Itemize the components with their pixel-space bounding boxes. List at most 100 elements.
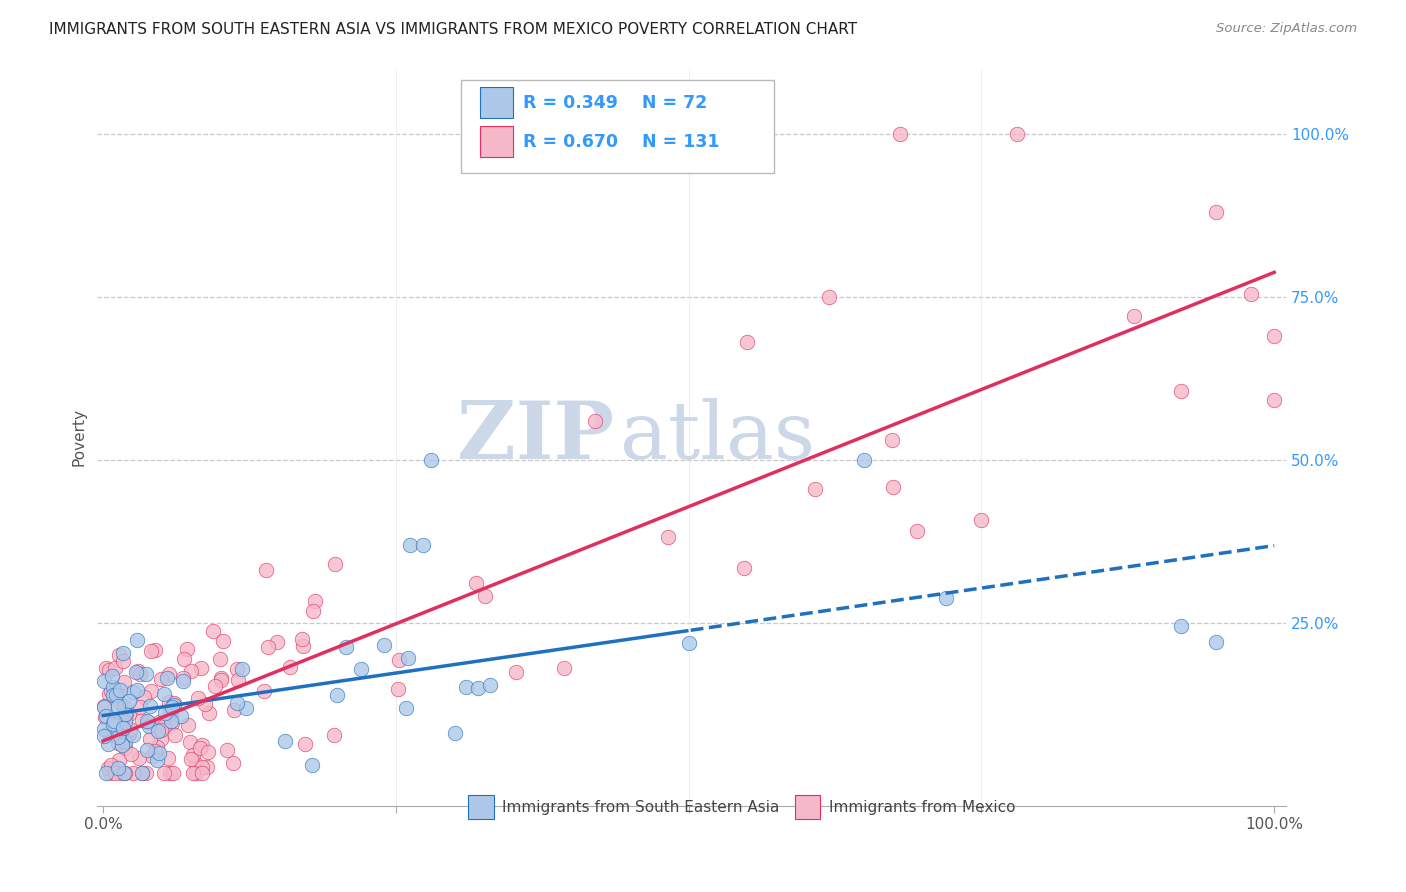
Point bbox=[148, 746, 170, 760]
Point bbox=[226, 697, 249, 711]
Point bbox=[103, 717, 125, 731]
Point bbox=[180, 752, 202, 766]
Point bbox=[150, 672, 173, 686]
Point bbox=[98, 687, 121, 701]
Point bbox=[191, 738, 214, 752]
Point bbox=[170, 709, 193, 723]
Point bbox=[139, 683, 162, 698]
Point bbox=[157, 667, 180, 681]
Text: Source: ZipAtlas.com: Source: ZipAtlas.com bbox=[1216, 22, 1357, 36]
Point bbox=[146, 723, 169, 738]
Point bbox=[1005, 127, 1028, 141]
Point bbox=[114, 766, 136, 780]
Point bbox=[291, 639, 314, 653]
Point bbox=[1205, 205, 1227, 219]
Point bbox=[112, 674, 135, 689]
Point bbox=[209, 673, 232, 687]
Point bbox=[100, 684, 122, 698]
Point bbox=[181, 766, 204, 780]
Point bbox=[115, 707, 138, 722]
Point bbox=[143, 642, 166, 657]
Point bbox=[105, 686, 128, 700]
Point bbox=[138, 719, 160, 733]
Point bbox=[388, 653, 411, 667]
Point bbox=[112, 721, 135, 735]
Point bbox=[128, 667, 150, 681]
Point bbox=[889, 127, 911, 141]
Point bbox=[97, 737, 120, 751]
Point bbox=[173, 652, 195, 666]
Point bbox=[1170, 619, 1192, 633]
Point bbox=[108, 696, 131, 710]
Point bbox=[110, 766, 132, 780]
Point bbox=[111, 654, 134, 668]
Point bbox=[226, 673, 249, 688]
Point bbox=[322, 728, 344, 742]
Point bbox=[853, 453, 876, 467]
Point bbox=[553, 661, 575, 675]
Point bbox=[153, 687, 176, 701]
Point bbox=[209, 671, 232, 685]
Point bbox=[194, 697, 217, 711]
Point bbox=[122, 766, 145, 780]
Point bbox=[197, 745, 219, 759]
Text: R = 0.670    N = 131: R = 0.670 N = 131 bbox=[523, 133, 720, 151]
Point bbox=[135, 766, 157, 780]
Point bbox=[905, 524, 928, 538]
Point bbox=[97, 663, 120, 677]
Point bbox=[1170, 384, 1192, 398]
Point bbox=[180, 664, 202, 678]
Point bbox=[93, 722, 115, 736]
Point bbox=[114, 707, 136, 722]
Point bbox=[217, 743, 239, 757]
Point bbox=[94, 709, 117, 723]
Point bbox=[94, 661, 117, 675]
Point bbox=[125, 682, 148, 697]
Point bbox=[146, 753, 169, 767]
Point bbox=[1205, 634, 1227, 648]
Point bbox=[209, 651, 232, 665]
Point bbox=[335, 640, 357, 655]
Point bbox=[132, 690, 155, 705]
Point bbox=[156, 751, 179, 765]
Point bbox=[172, 674, 194, 689]
Point bbox=[101, 668, 124, 682]
Point bbox=[935, 591, 957, 605]
Point bbox=[108, 648, 131, 662]
Point bbox=[187, 690, 209, 705]
Point bbox=[226, 662, 249, 676]
Point bbox=[186, 756, 208, 771]
Point bbox=[143, 744, 166, 758]
Point bbox=[149, 731, 172, 746]
Point bbox=[201, 624, 224, 638]
Point bbox=[326, 688, 349, 702]
Point bbox=[94, 709, 117, 723]
Point bbox=[118, 694, 141, 708]
Point bbox=[153, 718, 176, 732]
Point bbox=[111, 738, 134, 752]
Point bbox=[105, 688, 128, 702]
Point bbox=[131, 713, 153, 727]
Point bbox=[212, 634, 235, 648]
Point bbox=[139, 732, 162, 747]
Point bbox=[350, 662, 373, 676]
Point bbox=[880, 434, 903, 448]
Point bbox=[257, 640, 280, 654]
Point bbox=[135, 714, 157, 729]
Point bbox=[254, 562, 277, 576]
Point bbox=[139, 644, 162, 658]
FancyBboxPatch shape bbox=[461, 80, 773, 173]
Point bbox=[163, 696, 186, 710]
Point bbox=[735, 335, 758, 350]
Point bbox=[235, 701, 257, 715]
Point bbox=[100, 758, 122, 772]
Point bbox=[456, 680, 478, 694]
Point bbox=[104, 661, 127, 675]
Point bbox=[103, 714, 125, 728]
Point bbox=[184, 766, 207, 780]
Text: R = 0.349    N = 72: R = 0.349 N = 72 bbox=[523, 94, 707, 112]
Point bbox=[224, 703, 246, 717]
Point bbox=[204, 679, 226, 693]
Point bbox=[266, 635, 288, 649]
Point bbox=[198, 706, 221, 721]
